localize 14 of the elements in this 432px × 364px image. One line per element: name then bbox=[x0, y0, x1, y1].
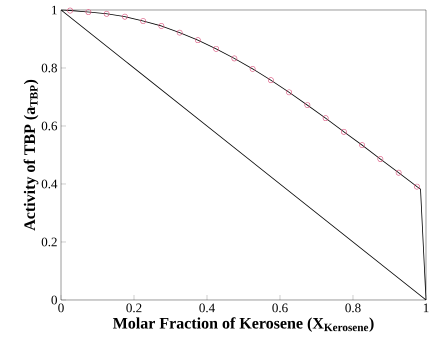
y-tick-label: 0.2 bbox=[42, 238, 57, 246]
x-tick-label: 0.2 bbox=[126, 304, 142, 312]
x-tick-label: 0.4 bbox=[199, 304, 215, 312]
y-tick-label: 0 bbox=[51, 296, 57, 304]
x-tick-label: 1 bbox=[424, 304, 428, 312]
y-axis-title: Activity of TBP (a$_{TBP}$) bbox=[24, 80, 38, 231]
y-tick-label: 0.6 bbox=[42, 122, 58, 130]
x-tick-label: 0.8 bbox=[345, 304, 361, 312]
x-axis-title: Molar Fraction of Kerosene (X$_{Kerosene}$) bbox=[112, 317, 374, 332]
x-tick-label: 0 bbox=[58, 304, 64, 312]
y-tick-label: 1 bbox=[52, 6, 57, 14]
y-tick-label: 0.4 bbox=[42, 180, 58, 188]
y-tick-label: 0.8 bbox=[42, 64, 57, 72]
x-tick-label: 0.6 bbox=[272, 304, 288, 312]
